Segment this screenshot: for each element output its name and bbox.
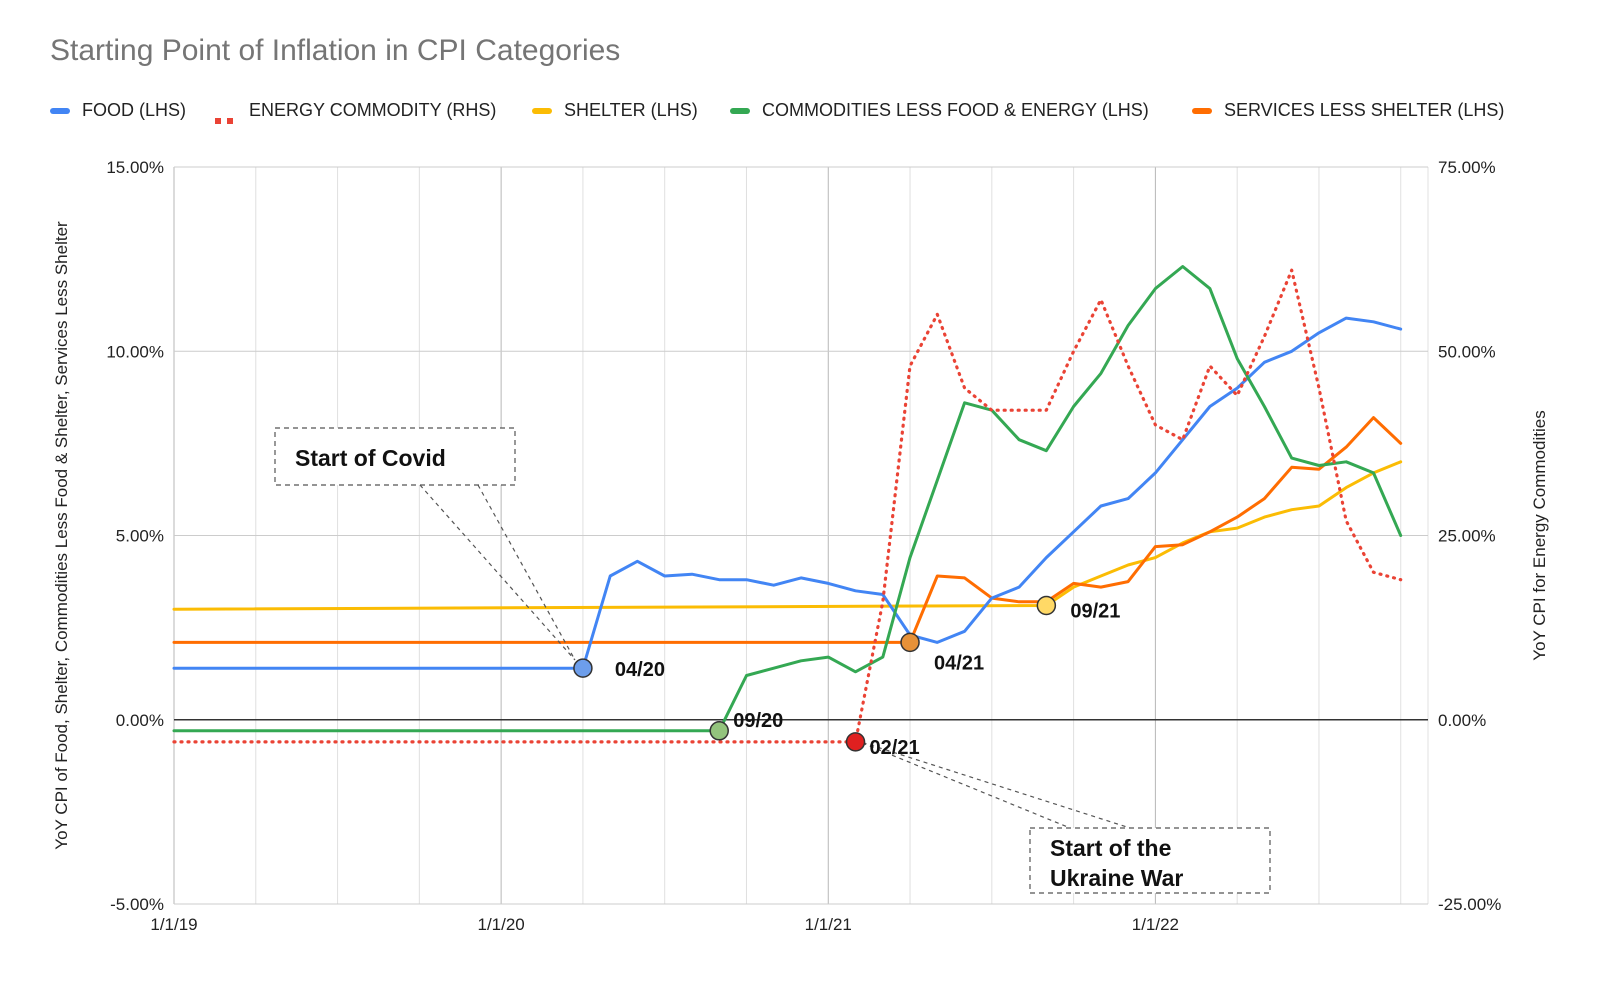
legend-swatch-shelter bbox=[532, 107, 552, 114]
y-left-tick-label: 0.00% bbox=[116, 711, 164, 730]
y-right-axis-title: YoY CPI for Energy Commodities bbox=[1530, 410, 1549, 660]
ukraine-annotation-line-2 bbox=[854, 739, 1131, 829]
annotation-layer: Start of Covid Start of the Ukraine War bbox=[274, 427, 1271, 894]
marker-02-21 bbox=[845, 732, 866, 752]
y-left-tick-label: -5.00% bbox=[110, 895, 164, 914]
legend-label-core-goods: COMMODITIES LESS FOOD & ENERGY (LHS) bbox=[762, 100, 1149, 120]
axes: 15.00% 75.00% 10.00% 50.00% 5.00% 25.00% 0.00%… bbox=[52, 158, 1549, 934]
marker-09-20 bbox=[709, 721, 729, 741]
marker-09-21 bbox=[1036, 595, 1057, 616]
legend-item-food[interactable]: FOOD (LHS) bbox=[50, 100, 186, 121]
marker-label-09-20: 09/20 bbox=[733, 710, 783, 732]
covid-annotation-line-2 bbox=[477, 484, 576, 661]
series-line-1 bbox=[172, 268, 1403, 744]
y-left-tick-label: 15.00% bbox=[106, 158, 164, 177]
grid bbox=[173, 166, 1429, 905]
series-line-4 bbox=[172, 416, 1403, 644]
marker-04-21 bbox=[900, 632, 920, 653]
legend-label-energy: ENERGY COMMODITY (RHS) bbox=[249, 100, 497, 120]
marker-label-04-20: 04/20 bbox=[615, 659, 665, 681]
y-right-tick-label: 75.00% bbox=[1438, 158, 1496, 177]
y-left-axis-title: YoY CPI of Food, Shelter, Commodities Le… bbox=[52, 221, 71, 850]
ukraine-annotation-text-1: Start of the bbox=[1050, 835, 1171, 861]
series-line-3 bbox=[172, 265, 1403, 733]
covid-annotation-box bbox=[274, 427, 516, 486]
y-left-tick-label: 10.00% bbox=[106, 342, 164, 361]
marker-label-04-21: 04/21 bbox=[934, 652, 984, 674]
legend-label-services: SERVICES LESS SHELTER (LHS) bbox=[1224, 100, 1505, 120]
covid-annotation-line-1 bbox=[419, 484, 576, 661]
legend-item-energy[interactable]: ENERGY COMMODITY (RHS) bbox=[215, 100, 497, 124]
y-left-tick-label: 5.00% bbox=[116, 527, 164, 546]
covid-annotation-text: Start of Covid bbox=[295, 445, 446, 471]
legend-swatch-food bbox=[50, 107, 70, 114]
legend-label-food: FOOD (LHS) bbox=[82, 100, 187, 120]
x-tick-label: 1/1/22 bbox=[1132, 915, 1179, 934]
y-right-tick-label: 50.00% bbox=[1438, 342, 1496, 361]
series-layer bbox=[172, 265, 1403, 744]
marker-label-02-21: 02/21 bbox=[870, 737, 920, 759]
x-tick-label: 1/1/19 bbox=[150, 915, 197, 934]
legend-label-shelter: SHELTER (LHS) bbox=[564, 100, 698, 120]
legend-swatch-energy bbox=[215, 108, 237, 124]
legend-item-shelter[interactable]: SHELTER (LHS) bbox=[532, 100, 698, 121]
ukraine-annotation-line-1 bbox=[854, 739, 1071, 829]
x-tick-label: 1/1/20 bbox=[477, 915, 524, 934]
marker-label-09-21: 09/21 bbox=[1070, 601, 1120, 623]
marker-layer: 04/20 09/20 02/21 04/21 09/21 bbox=[573, 595, 1120, 759]
y-right-tick-label: -25.00% bbox=[1438, 895, 1501, 914]
y-right-tick-label: 0.00% bbox=[1438, 711, 1486, 730]
legend-swatch-services bbox=[1192, 107, 1212, 114]
y-right-tick-label: 25.00% bbox=[1438, 527, 1496, 546]
legend-item-services[interactable]: SERVICES LESS SHELTER (LHS) bbox=[1192, 100, 1504, 121]
series-line-0 bbox=[172, 316, 1403, 670]
ukraine-annotation-box bbox=[1029, 827, 1271, 894]
x-tick-label: 1/1/21 bbox=[805, 915, 852, 934]
legend-swatch-core-goods bbox=[730, 107, 750, 114]
chart-title: Starting Point of Inflation in CPI Categ… bbox=[50, 34, 621, 67]
ukraine-annotation-text-2: Ukraine War bbox=[1050, 865, 1183, 891]
marker-04-20 bbox=[573, 658, 593, 678]
legend-item-core-goods[interactable]: COMMODITIES LESS FOOD & ENERGY (LHS) bbox=[730, 100, 1149, 121]
